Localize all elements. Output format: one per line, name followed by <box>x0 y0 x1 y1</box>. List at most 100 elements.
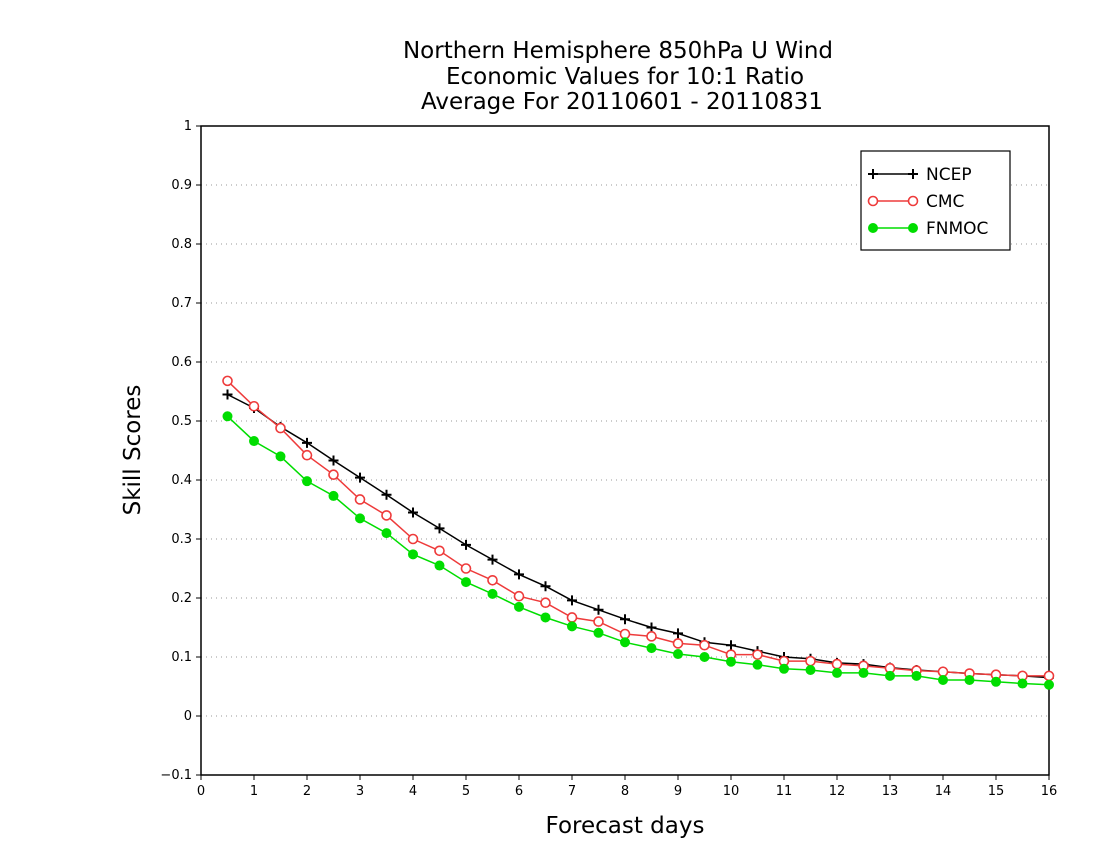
chart-title-line-3: Average For 20110601 - 20110831 <box>421 89 823 115</box>
data-point-cmc-10 <box>487 574 498 586</box>
data-point-ncep-5 <box>355 472 365 483</box>
data-point-ncep-7 <box>408 507 418 518</box>
y-tick-label-4: 0.3 <box>171 532 192 547</box>
data-point-cmc-7 <box>407 533 419 545</box>
data-point-fnmoc-7 <box>408 549 418 560</box>
x-tick-label-12: 12 <box>829 784 846 799</box>
y-tick-label-11: 1 <box>184 119 192 134</box>
data-point-cmc-9 <box>460 563 472 574</box>
data-point-ncep-12 <box>540 581 551 592</box>
legend: NCEP CMC FNMOC <box>860 150 1011 251</box>
axes: −0.100.10.20.30.40.50.60.70.80.910 1 2 3 4 5 6… <box>160 119 1057 799</box>
data-point-cmc-12 <box>540 597 551 609</box>
data-point-fnmoc-13 <box>567 621 577 632</box>
data-point-fnmoc-4 <box>328 490 339 501</box>
y-tick-label-7: 0.6 <box>171 355 192 370</box>
data-point-fnmoc-29 <box>991 676 1001 687</box>
data-point-fnmoc-6 <box>381 528 392 539</box>
x-tick-label-2: 2 <box>303 784 311 799</box>
chart-title-line-1: Northern Hemisphere 850hPa U Wind <box>403 38 833 64</box>
data-point-fnmoc-21 <box>779 663 789 674</box>
data-point-ncep-11 <box>514 569 524 580</box>
data-point-fnmoc-16 <box>646 643 657 654</box>
data-point-fnmoc-8 <box>434 560 445 571</box>
data-point-cmc-13 <box>566 612 578 623</box>
series-ncep <box>222 389 1054 683</box>
data-point-cmc-20 <box>752 649 763 660</box>
data-point-fnmoc-12 <box>540 612 551 623</box>
legend-label-fnmoc: FNMOC <box>926 219 988 239</box>
x-tick-label-14: 14 <box>935 784 952 799</box>
data-point-ncep-3 <box>302 437 312 448</box>
data-point-fnmoc-1 <box>249 436 259 447</box>
legend-label-ncep: NCEP <box>926 165 972 185</box>
data-point-ncep-4 <box>328 455 339 466</box>
data-point-ncep-17 <box>673 628 683 639</box>
data-point-fnmoc-15 <box>620 637 630 648</box>
data-point-ncep-9 <box>461 539 471 550</box>
series-fnmoc <box>222 411 1054 690</box>
x-tick-label-7: 7 <box>568 784 576 799</box>
x-tick-label-16: 16 <box>1041 784 1058 799</box>
data-point-fnmoc-20 <box>752 659 763 670</box>
data-point-cmc-4 <box>328 469 339 480</box>
x-tick-label-10: 10 <box>723 784 740 799</box>
x-tick-label-1: 1 <box>250 784 258 799</box>
x-tick-label-6: 6 <box>515 784 523 799</box>
y-tick-label-0: −0.1 <box>160 768 192 783</box>
x-tick-label-4: 4 <box>409 784 417 799</box>
data-point-cmc-8 <box>434 545 445 557</box>
legend-marker-end-cmc <box>907 195 919 207</box>
data-point-fnmoc-30 <box>1017 678 1028 689</box>
data-point-fnmoc-18 <box>699 652 710 662</box>
y-tick-label-6: 0.5 <box>171 414 192 429</box>
data-point-cmc-14 <box>593 616 604 627</box>
y-tick-label-1: 0 <box>184 709 192 724</box>
plot-series <box>222 375 1055 690</box>
data-point-fnmoc-26 <box>911 670 922 681</box>
data-point-cmc-27 <box>937 666 949 678</box>
legend-marker-end-ncep <box>908 169 918 179</box>
legend-label-cmc: CMC <box>926 192 964 212</box>
data-point-cmc-1 <box>248 400 260 412</box>
data-point-fnmoc-19 <box>726 656 736 667</box>
y-axis-label: Skill Scores <box>120 385 146 516</box>
data-point-cmc-5 <box>354 494 366 505</box>
data-point-ncep-0 <box>222 389 233 400</box>
data-point-ncep-14 <box>593 604 604 615</box>
data-point-cmc-23 <box>831 658 843 670</box>
x-tick-label-11: 11 <box>776 784 793 799</box>
data-point-fnmoc-31 <box>1044 679 1054 690</box>
data-point-fnmoc-0 <box>222 411 233 422</box>
data-point-fnmoc-3 <box>302 476 312 487</box>
x-tick-label-0: 0 <box>197 784 205 799</box>
data-point-cmc-16 <box>646 631 657 642</box>
data-point-fnmoc-22 <box>805 664 816 675</box>
data-point-cmc-15 <box>619 628 631 640</box>
data-point-ncep-8 <box>434 523 445 534</box>
x-tick-label-3: 3 <box>356 784 364 799</box>
data-point-ncep-16 <box>646 622 657 633</box>
chart-title: Northern Hemisphere 850hPa U Wind Econom… <box>403 38 833 115</box>
data-point-cmc-0 <box>222 375 233 387</box>
series-cmc <box>222 375 1055 682</box>
data-point-cmc-2 <box>275 422 286 434</box>
data-point-fnmoc-25 <box>885 670 895 681</box>
data-point-fnmoc-11 <box>514 601 524 612</box>
chart-title-line-2: Economic Values for 10:1 Ratio <box>446 64 804 90</box>
legend-marker-start-cmc <box>867 195 879 207</box>
data-point-fnmoc-17 <box>673 649 683 660</box>
data-point-fnmoc-23 <box>832 667 842 678</box>
data-point-fnmoc-14 <box>593 627 604 638</box>
data-point-cmc-17 <box>672 638 684 649</box>
data-point-ncep-15 <box>620 614 630 625</box>
series-line-fnmoc <box>226 415 1050 686</box>
y-tick-label-9: 0.8 <box>171 237 192 252</box>
data-point-cmc-22 <box>805 655 816 667</box>
data-point-fnmoc-28 <box>964 675 975 686</box>
y-tick-label-5: 0.4 <box>171 473 192 488</box>
data-point-ncep-13 <box>567 595 577 606</box>
x-tick-label-8: 8 <box>621 784 629 799</box>
x-tick-label-9: 9 <box>674 784 682 799</box>
